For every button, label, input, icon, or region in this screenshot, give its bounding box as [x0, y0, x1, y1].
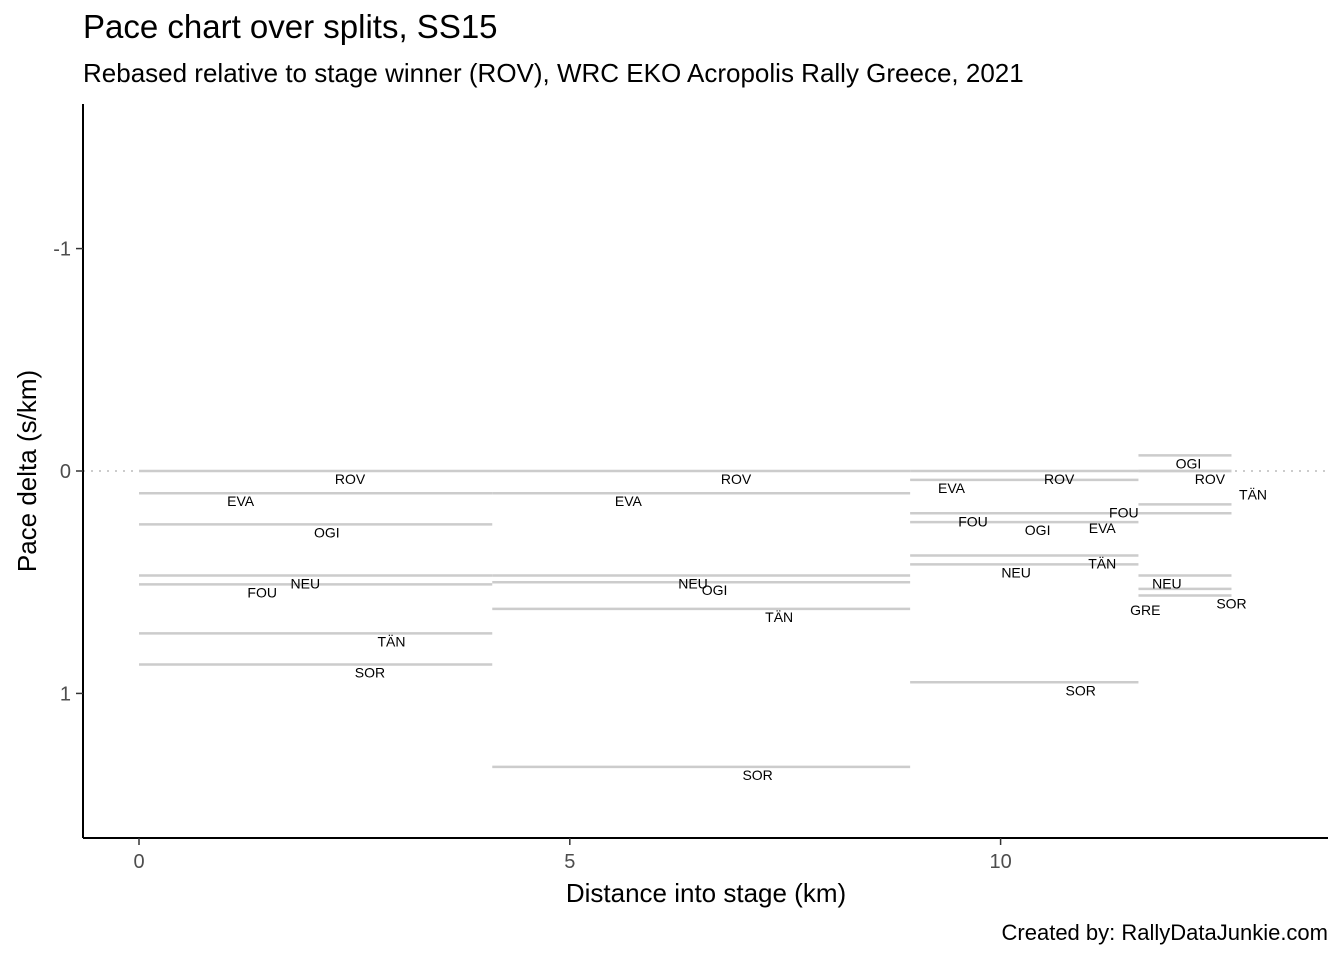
driver-label-rov-split-3: ROV — [1044, 471, 1075, 487]
driver-label-ogi-split-3: OGI — [1025, 522, 1051, 538]
y-tick-label--1: -1 — [53, 239, 71, 261]
driver-label-gre-split-4: GRE — [1130, 602, 1160, 618]
driver-label-tän-split-4: TÄN — [1239, 487, 1267, 503]
driver-label-sor-split-2: SOR — [742, 767, 772, 783]
chart-subtitle: Rebased relative to stage winner (ROV), … — [83, 58, 1024, 88]
driver-label-eva-split-2: EVA — [615, 493, 643, 509]
chart-caption: Created by: RallyDataJunkie.com — [1001, 920, 1328, 945]
driver-label-rov-split-2: ROV — [721, 471, 752, 487]
driver-label-neu-split-1: NEU — [291, 576, 321, 592]
chart-title: Pace chart over splits, SS15 — [83, 8, 498, 45]
driver-label-neu-split-4: NEU — [1152, 576, 1182, 592]
driver-label-eva-split-3: EVA — [938, 480, 966, 496]
driver-label-fou-split-3: FOU — [958, 513, 988, 529]
x-tick-label-0: 0 — [133, 851, 144, 873]
y-tick-label-1: 1 — [60, 683, 71, 705]
driver-label-eva-split-4: EVA — [1089, 520, 1117, 536]
driver-label-sor-split-1: SOR — [355, 665, 385, 681]
driver-label-ogi-split-4: OGI — [1176, 455, 1202, 471]
driver-label-rov-split-1: ROV — [335, 471, 366, 487]
driver-label-ogi-split-1: OGI — [314, 524, 340, 540]
y-axis-title: Pace delta (s/km) — [12, 370, 42, 572]
y-tick-label-0: 0 — [60, 461, 71, 483]
axes-layer: 0 5 10 -1 0 1 — [53, 104, 1328, 873]
x-tick-label-10: 10 — [989, 851, 1011, 873]
driver-labels-layer: ROVEVAOGINEUFOUTÄNSORROVEVANEUOGITÄNSORR… — [227, 455, 1267, 782]
driver-label-neu-split-3: NEU — [1001, 564, 1031, 580]
driver-label-sor-split-4: SOR — [1216, 596, 1246, 612]
driver-label-neu-split-2: NEU — [678, 576, 708, 592]
driver-label-eva-split-1: EVA — [227, 493, 255, 509]
driver-label-rov-split-4: ROV — [1195, 471, 1226, 487]
segments-layer — [83, 454, 1328, 769]
driver-label-tän-split-3: TÄN — [1088, 556, 1116, 572]
driver-label-fou-split-1: FOU — [247, 584, 277, 600]
driver-label-sor-split-3: SOR — [1066, 682, 1096, 698]
driver-label-ogi-split-2: OGI — [702, 582, 728, 598]
driver-label-fou-split-4: FOU — [1109, 504, 1139, 520]
driver-label-tän-split-1: TÄN — [377, 633, 405, 649]
driver-label-tän-split-2: TÄN — [765, 609, 793, 625]
x-axis-title: Distance into stage (km) — [566, 878, 846, 908]
x-tick-label-5: 5 — [564, 851, 575, 873]
